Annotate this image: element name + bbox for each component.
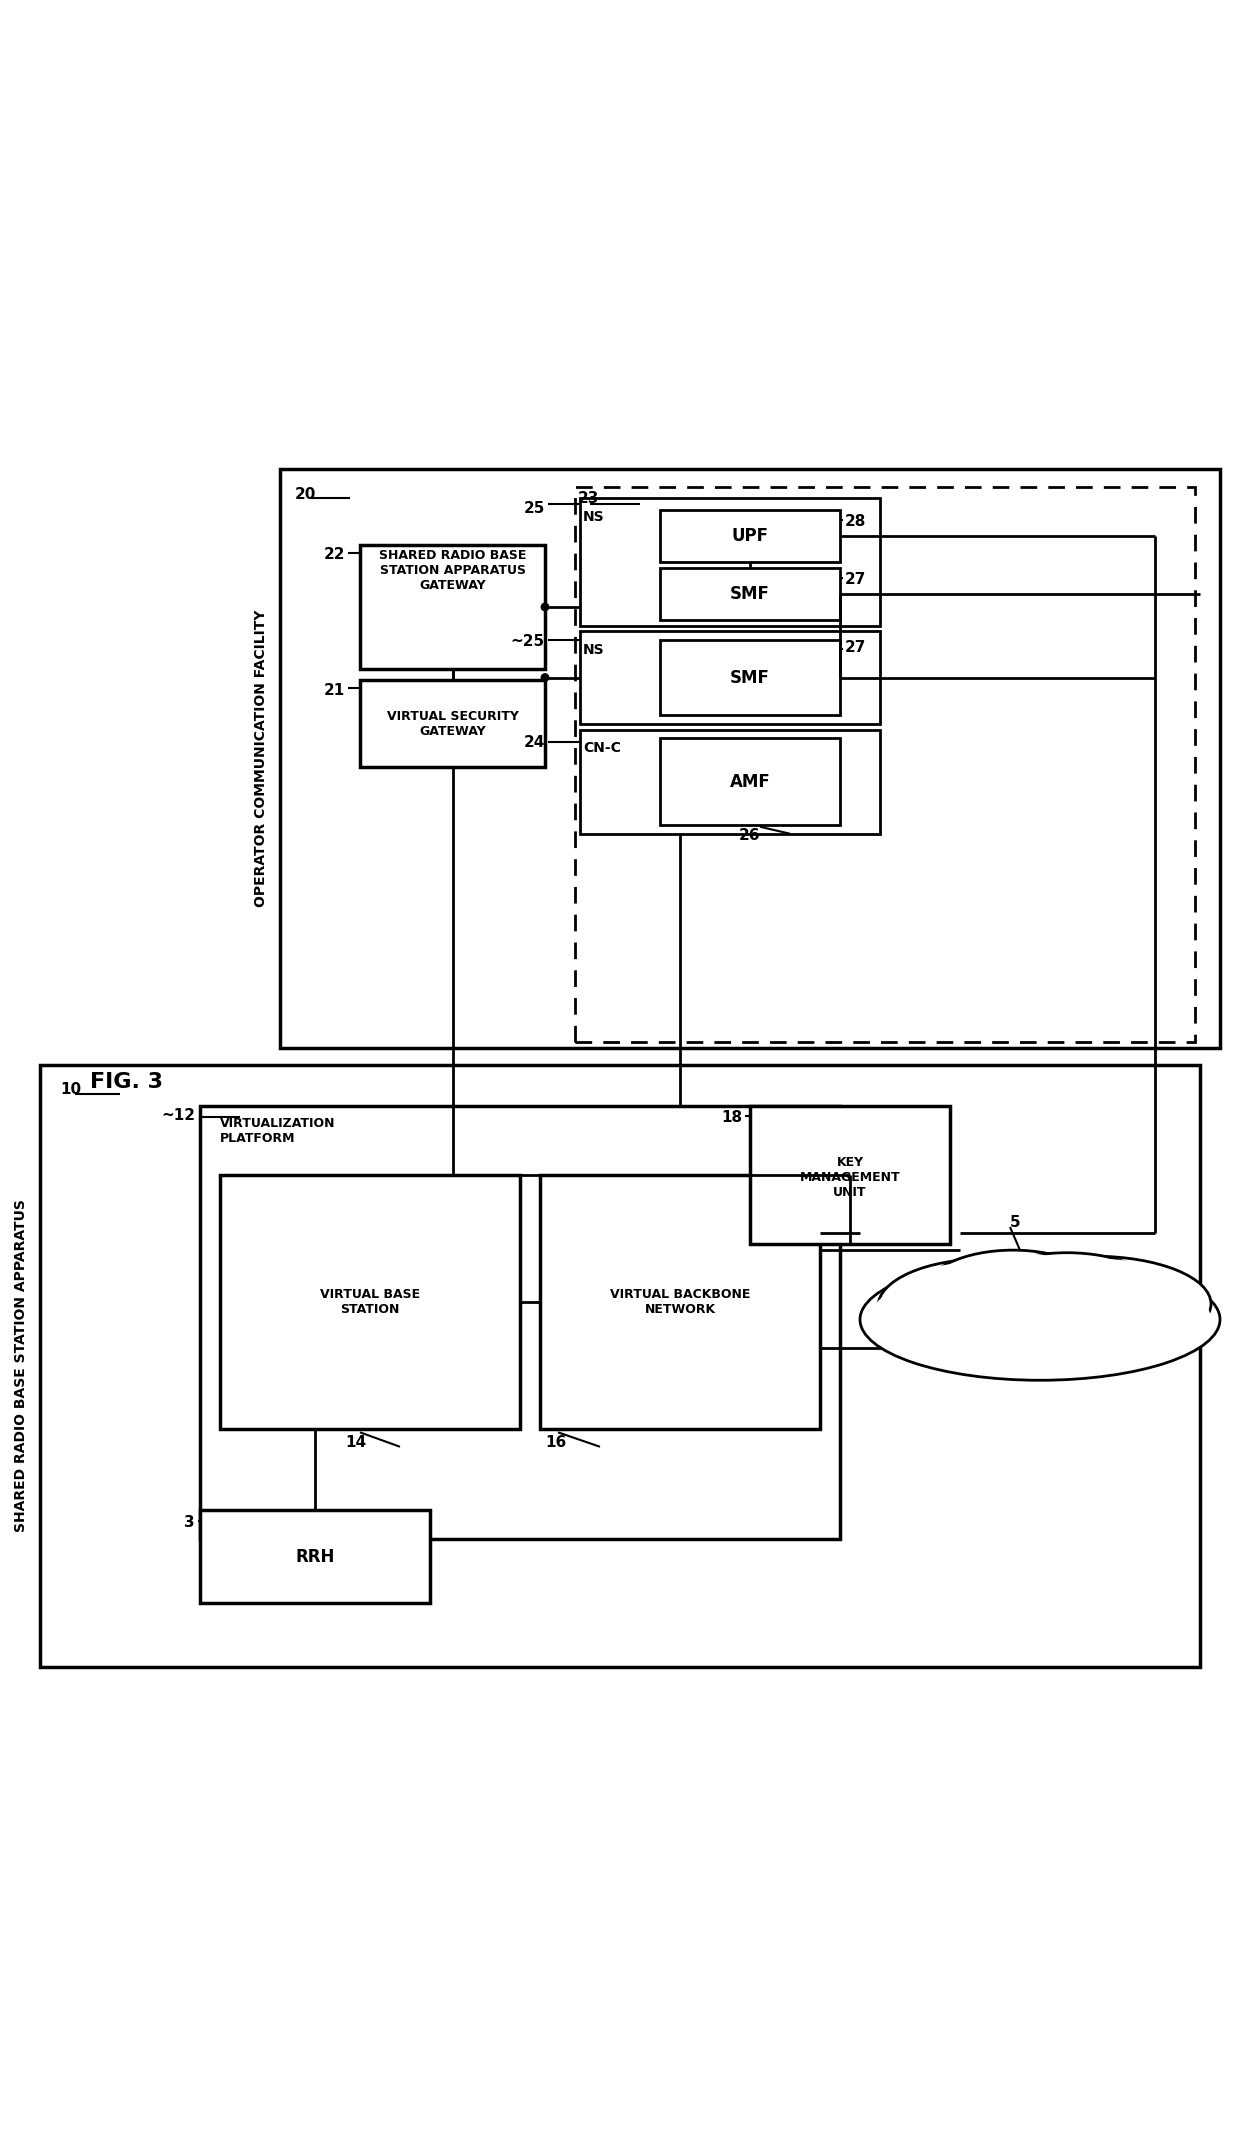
Text: VIRTUALIZATION
PLATFORM: VIRTUALIZATION PLATFORM: [219, 1117, 336, 1145]
Ellipse shape: [923, 1250, 1104, 1338]
Bar: [660, 510, 839, 562]
Bar: [360, 680, 546, 768]
Text: 28: 28: [844, 515, 867, 530]
Bar: [200, 1509, 430, 1604]
Text: NS: NS: [583, 510, 605, 523]
Text: 27: 27: [844, 572, 867, 587]
Text: 20: 20: [295, 487, 316, 502]
Bar: [660, 568, 839, 620]
Text: 3: 3: [185, 1516, 195, 1531]
Text: RRH: RRH: [295, 1548, 335, 1565]
Text: VIRTUAL BASE
STATION: VIRTUAL BASE STATION: [320, 1289, 420, 1316]
Bar: [660, 738, 839, 825]
Text: VIRTUAL BACKBONE
NETWORK: VIRTUAL BACKBONE NETWORK: [610, 1289, 750, 1316]
Text: UPF: UPF: [732, 527, 769, 545]
Text: 21: 21: [324, 684, 345, 699]
Text: SMF: SMF: [730, 669, 770, 686]
Text: SHARED RADIO BASE STATION APPARATUS: SHARED RADIO BASE STATION APPARATUS: [15, 1198, 29, 1533]
Text: KEY
MANAGEMENT
UNIT: KEY MANAGEMENT UNIT: [800, 1156, 900, 1198]
Ellipse shape: [977, 1256, 1211, 1351]
Bar: [580, 729, 880, 834]
Text: AMF: AMF: [729, 772, 770, 791]
Text: 14: 14: [345, 1434, 366, 1449]
Bar: [580, 630, 880, 725]
Text: 18: 18: [720, 1111, 742, 1126]
Ellipse shape: [883, 1261, 1089, 1353]
Text: INTERNET: INTERNET: [998, 1336, 1083, 1351]
Ellipse shape: [928, 1252, 1099, 1336]
Text: 25: 25: [523, 502, 546, 517]
Text: 23: 23: [578, 491, 599, 506]
Bar: [219, 1175, 520, 1430]
Text: FIG. 3: FIG. 3: [91, 1072, 162, 1093]
Text: 10: 10: [60, 1083, 81, 1098]
Circle shape: [542, 673, 549, 682]
Bar: [539, 1175, 820, 1430]
Bar: [660, 639, 839, 716]
Bar: [200, 1106, 839, 1539]
Bar: [40, 1066, 1200, 1666]
Bar: [280, 470, 1220, 1048]
Ellipse shape: [982, 1254, 1152, 1329]
Ellipse shape: [977, 1252, 1157, 1331]
Text: ~25: ~25: [511, 635, 546, 650]
Text: 22: 22: [324, 547, 345, 562]
Circle shape: [542, 602, 549, 611]
Text: 27: 27: [844, 639, 867, 654]
Bar: [580, 497, 880, 626]
Ellipse shape: [861, 1259, 1220, 1381]
Bar: [360, 545, 546, 669]
Text: NS: NS: [583, 643, 605, 656]
Text: ~12: ~12: [161, 1108, 195, 1123]
Bar: [575, 487, 1195, 1042]
Text: SHARED RADIO BASE
STATION APPARATUS
GATEWAY: SHARED RADIO BASE STATION APPARATUS GATE…: [379, 549, 527, 592]
Text: 24: 24: [523, 735, 546, 750]
Text: 26: 26: [739, 828, 761, 843]
Text: SMF: SMF: [730, 585, 770, 602]
Text: 16: 16: [546, 1434, 567, 1449]
Ellipse shape: [869, 1263, 1211, 1376]
Bar: [750, 1106, 950, 1244]
Ellipse shape: [983, 1259, 1205, 1349]
Text: VIRTUAL SECURITY
GATEWAY: VIRTUAL SECURITY GATEWAY: [387, 710, 518, 738]
Text: CN-C: CN-C: [583, 742, 621, 755]
Text: OPERATOR COMMUNICATION FACILITY: OPERATOR COMMUNICATION FACILITY: [254, 609, 268, 907]
Text: 5: 5: [1011, 1216, 1021, 1231]
Ellipse shape: [878, 1259, 1094, 1355]
